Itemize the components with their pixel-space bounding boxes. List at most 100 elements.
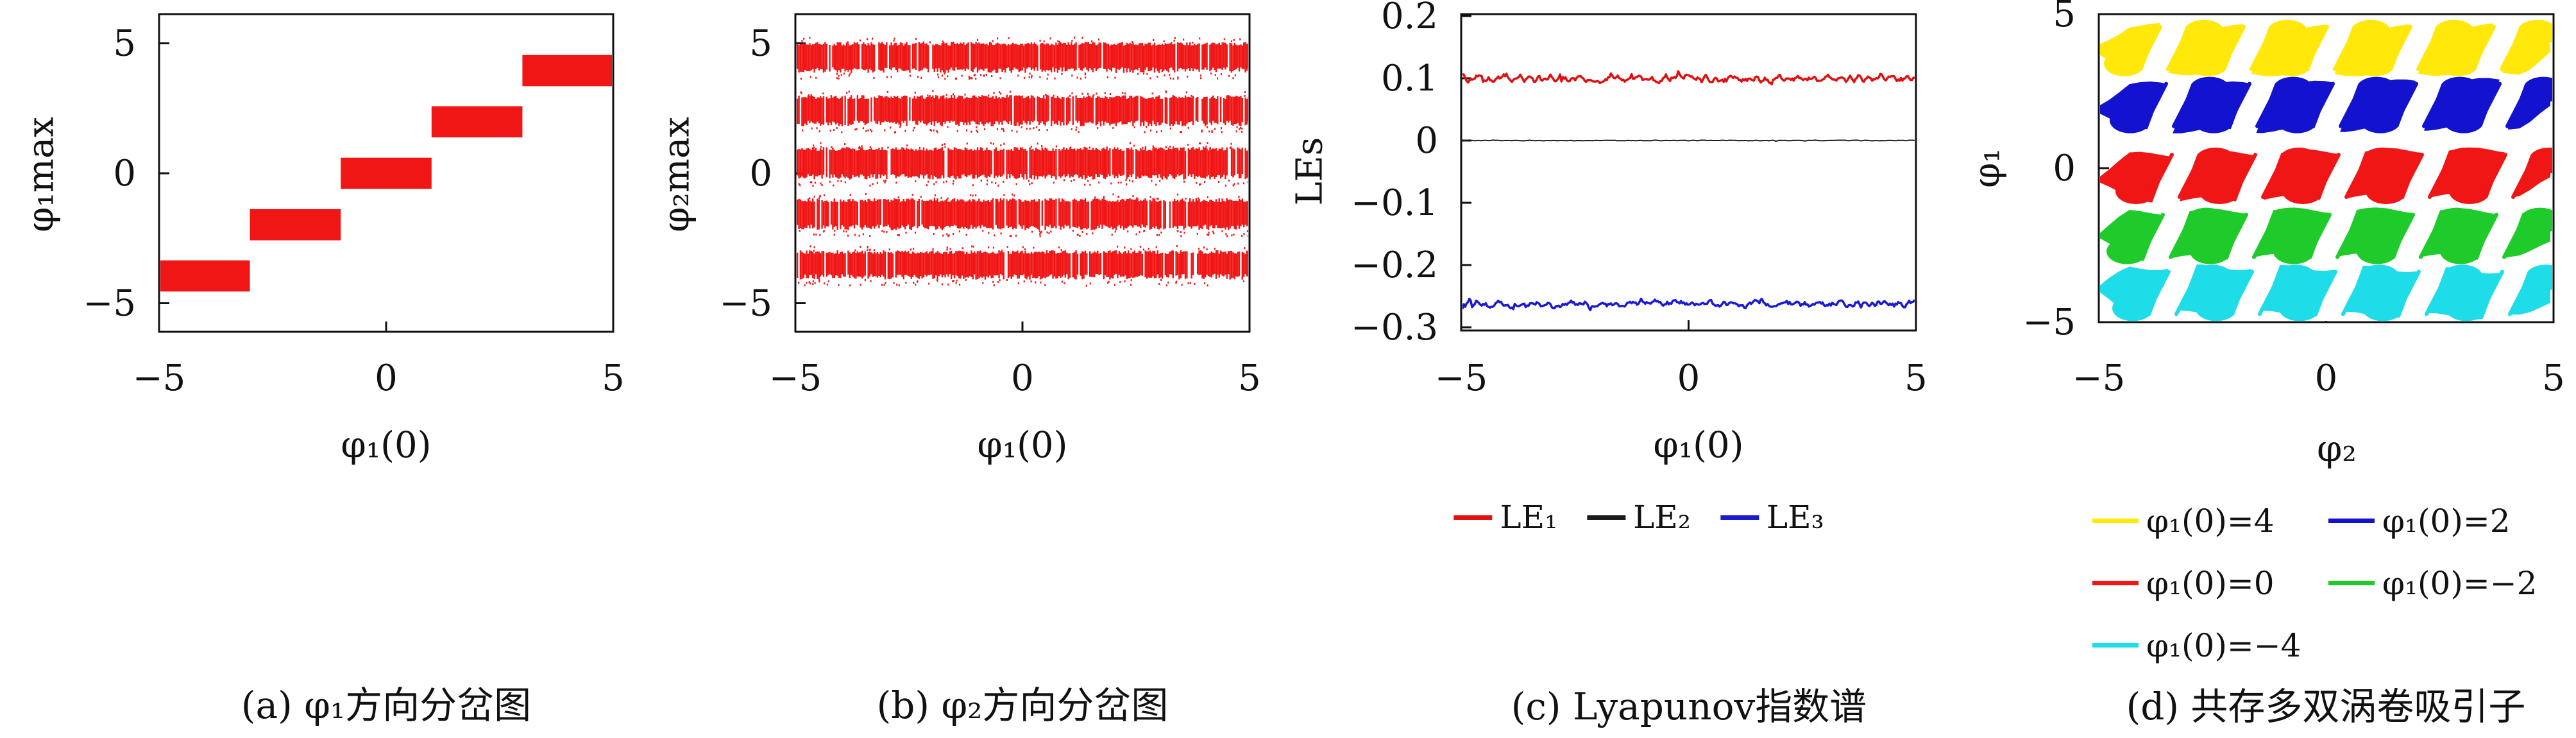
plot-d-xtick-label: 0: [2315, 357, 2338, 399]
scroll-gap: [2146, 76, 2194, 134]
plot-a-xtick-label: 0: [375, 357, 398, 399]
legend-ic2-label: φ₁(0)=2: [2382, 502, 2511, 540]
scroll-gap: [2235, 147, 2284, 205]
ylabel-phi1max: φ₁max: [20, 117, 62, 232]
ylabel-phi1: φ₁: [1966, 148, 2008, 188]
le-line: [1462, 70, 1915, 86]
legend-ic4-label: φ₁(0)=4: [2146, 502, 2275, 540]
scroll-gap: [2393, 207, 2441, 265]
plot-d-ytick-label: 5: [2053, 0, 2076, 35]
le2-line-swatch: [1587, 515, 1626, 520]
plot-a-ytick-label: 0: [113, 153, 136, 194]
legend-item-icm2: φ₁(0)=−2: [2328, 565, 2537, 602]
plot-c-ytick-label: −0.2: [1351, 245, 1438, 286]
ylabel-les: LEs: [1289, 137, 1331, 206]
icm2-line-swatch: [2328, 581, 2375, 585]
legend-item-ic4: φ₁(0)=4: [2092, 502, 2328, 540]
scroll-gap: [2473, 19, 2522, 77]
scroll-gap: [2390, 19, 2439, 77]
legend-le3-label: LE₃: [1766, 499, 1824, 536]
plot-b-noise-bands: [797, 37, 1248, 287]
scroll-gap: [2312, 76, 2361, 134]
scroll-gap: [2309, 207, 2358, 265]
plot-c-frame: [1460, 13, 1917, 332]
caption-c: (c) Lyapunov指数谱: [1511, 685, 1867, 728]
plot-d-xtick-label: 5: [2542, 357, 2565, 399]
ic4-line-swatch: [2092, 519, 2139, 523]
ylabel-phi2max: φ₂max: [656, 117, 698, 232]
caption-b: (b) φ₂方向分岔图: [876, 683, 1169, 727]
ic2-line-swatch: [2328, 519, 2375, 523]
legend-icm2-label: φ₁(0)=−2: [2382, 564, 2538, 602]
scroll-gap: [2148, 264, 2197, 321]
plot-c-ytick-label: 0: [1415, 120, 1438, 162]
plot-d-xtick-label: −5: [2072, 357, 2126, 399]
plot-d-ytick-label: 0: [2053, 148, 2076, 189]
le1-line-swatch: [1453, 515, 1493, 520]
plot-c-le-lines: [1462, 70, 1915, 312]
caption-a: (a) φ₁方向分岔图: [241, 683, 532, 727]
legend-item-ic2: φ₁(0)=2: [2328, 502, 2537, 540]
scroll-gap: [2479, 76, 2528, 134]
attractor-band: [2100, 207, 2552, 265]
bifurcation-block: [341, 157, 432, 189]
le-line: [1462, 139, 1915, 142]
le3-line-swatch: [1720, 515, 1759, 520]
scroll-gap: [2315, 264, 2364, 321]
legend-item-le3: LE₃: [1720, 499, 1824, 536]
xlabel-a: φ₁(0): [341, 424, 432, 467]
xlabel-b: φ₁(0): [977, 424, 1068, 467]
plot-a-axes: −5 0 5 5 0 −5: [83, 13, 625, 399]
scroll-gap: [2485, 147, 2534, 205]
scroll-gap: [2476, 207, 2525, 265]
scroll-gap: [2232, 264, 2280, 321]
plot-c-axes: −5 0 5 0.2 0.1 0 −0.1 −0.2 −0.3: [1351, 0, 1928, 399]
legend-item-le2: LE₂: [1587, 499, 1691, 536]
legend-le1-label: LE₁: [1500, 499, 1558, 536]
plot-b-xtick-label: −5: [769, 357, 822, 399]
plot-d-axes: −5 0 5 5 0 −5: [2022, 0, 2564, 399]
legend-attractors: φ₁(0)=4 φ₁(0)=2 φ₁(0)=0 φ₁(0)=−2 φ₁(0)=−…: [2092, 490, 2537, 676]
ic0-line-swatch: [2092, 581, 2139, 585]
legend-icm4-label: φ₁(0)=−4: [2146, 626, 2301, 664]
bifurcation-block: [160, 260, 250, 292]
scroll-gap: [2398, 264, 2447, 321]
plot-c-xtick-label: −5: [1435, 357, 1488, 399]
plot-b-ytick-label: 5: [749, 23, 772, 65]
plot-a-xtick-label: 5: [602, 357, 625, 399]
attractor-band: [2100, 76, 2552, 134]
plot-c-xtick-label: 0: [1677, 357, 1700, 399]
scroll-gap: [2482, 264, 2530, 321]
scroll-gap: [2229, 76, 2278, 134]
legend-item-ic0: φ₁(0)=0: [2092, 565, 2328, 602]
scroll-gap: [2223, 19, 2272, 77]
plot-a-ytick-label: −5: [83, 283, 136, 325]
plot-b-xtick-label: 0: [1011, 357, 1034, 399]
le-line: [1462, 297, 1915, 312]
attractor-band: [2100, 147, 2552, 205]
plot-b-ytick-label: 0: [749, 153, 772, 194]
plot-c-ytick-label: 0.1: [1381, 58, 1438, 99]
legend-ic0-label: φ₁(0)=0: [2146, 564, 2275, 602]
plot-b-ytick-label: −5: [719, 283, 772, 325]
scroll-gap: [2402, 147, 2450, 205]
plot-d-ytick-label: −5: [2022, 302, 2076, 343]
scroll-gap: [2307, 19, 2355, 77]
scroll-gap: [2142, 207, 2191, 265]
plot-b-axes: −5 0 5 5 0 −5: [719, 13, 1261, 399]
plot-b-xtick-label: 5: [1238, 357, 1261, 399]
scroll-gap: [2396, 76, 2445, 134]
scroll-gap: [2226, 207, 2275, 265]
plot-c-ytick-label: 0.2: [1381, 0, 1438, 37]
plot-a-ytick-label: 5: [113, 23, 136, 65]
plot-c-ytick-label: −0.3: [1351, 307, 1438, 348]
plot-d-attractor-bands: [2100, 19, 2552, 321]
legend-item-icm4: φ₁(0)=−4: [2092, 627, 2328, 664]
legend-le2-label: LE₂: [1633, 499, 1691, 536]
xlabel-c: φ₁(0): [1653, 424, 1744, 467]
bifurcation-block: [522, 55, 612, 87]
scroll-gap: [2140, 19, 2189, 77]
icm4-line-swatch: [2092, 643, 2139, 648]
